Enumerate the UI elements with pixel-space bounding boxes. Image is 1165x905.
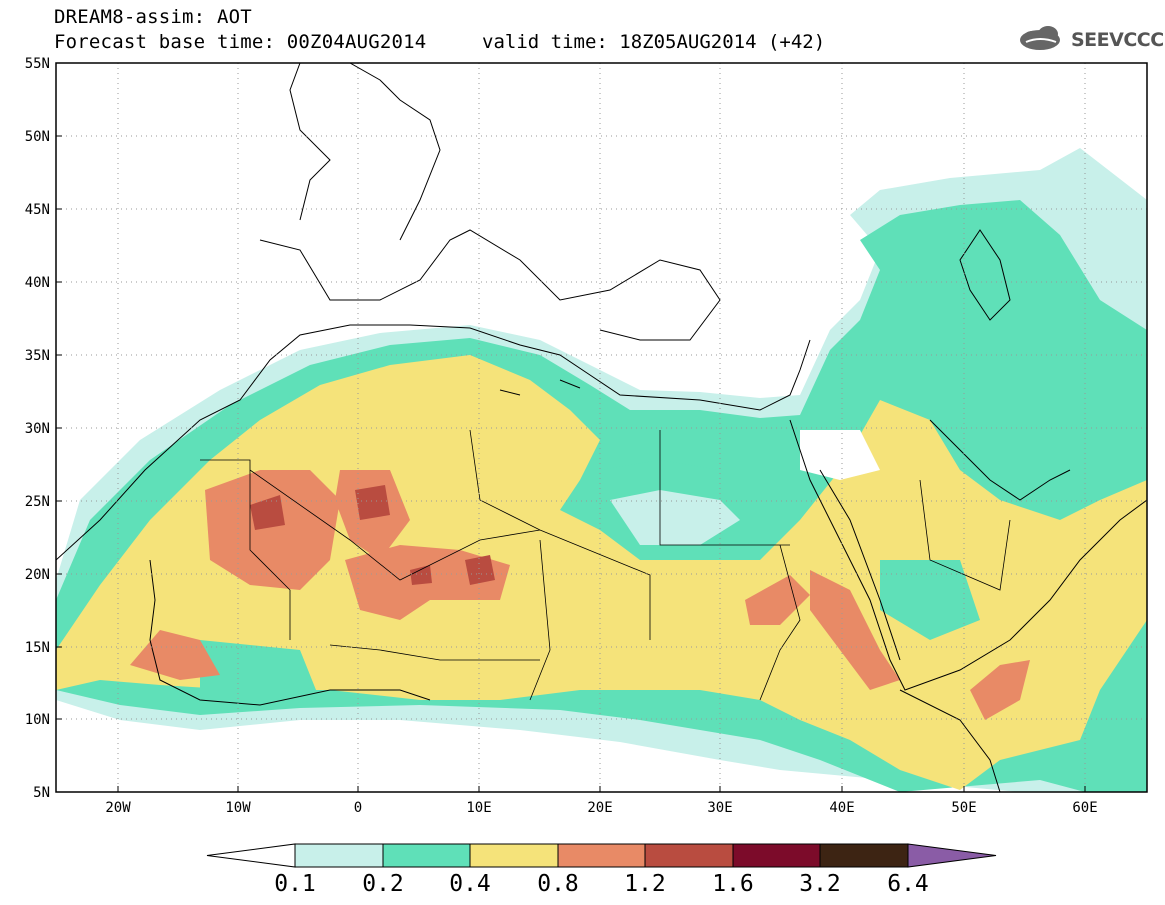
y-tick-label: 20N xyxy=(25,567,50,583)
colorbar-label: 3.2 xyxy=(799,871,841,897)
coastlines xyxy=(56,63,1147,792)
x-tick-label: 0 xyxy=(354,800,362,816)
x-tick-label: 40E xyxy=(829,800,854,816)
colorbar-label: 1.2 xyxy=(624,871,666,897)
colorbar-under-triangle xyxy=(206,843,296,868)
x-tick-label: 10W xyxy=(225,800,251,816)
aot-band-1.2b xyxy=(355,485,390,520)
x-axis: 20W 10W 0 10E 20E 30E 40E 50E 60E xyxy=(105,786,1098,816)
colorbar-label: 0.1 xyxy=(274,871,316,897)
aot-band-0.8g xyxy=(970,660,1030,720)
forecast-base-time: Forecast base time: 00Z04AUG2014 xyxy=(54,31,427,53)
aot-band-1.2c xyxy=(465,555,495,585)
colorbar-swatch xyxy=(294,843,384,868)
aot-field xyxy=(56,148,1147,792)
aot-patch-0.2b xyxy=(200,640,320,710)
aot-band-0.8e xyxy=(745,575,810,625)
y-tick-label: 30N xyxy=(25,421,50,437)
map-title: DREAM8-assim: AOT xyxy=(54,6,252,28)
country-borders xyxy=(200,429,1011,701)
x-tick-label: 20W xyxy=(105,800,131,816)
x-tick-label: 30E xyxy=(707,800,732,816)
aot-band-0.8d xyxy=(810,570,900,690)
x-tick-label: 60E xyxy=(1072,800,1097,816)
aot-band-0.8a xyxy=(205,470,340,590)
colorbar-swatch xyxy=(557,843,647,868)
colorbar-label: 0.4 xyxy=(449,871,491,897)
aot-patch-0.1b xyxy=(800,430,880,480)
logo-text: SEEVCCC xyxy=(1071,29,1164,51)
cloud-logo-icon xyxy=(1020,26,1060,50)
colorbar-swatch xyxy=(382,843,472,868)
y-tick-label: 5N xyxy=(33,785,50,801)
colorbar-swatch xyxy=(732,843,822,868)
aot-band-0.8f xyxy=(130,630,220,680)
colorbar-swatch xyxy=(469,843,559,868)
aot-band-1.2a xyxy=(250,495,285,530)
x-tick-label: 20E xyxy=(587,800,612,816)
y-axis: 55N 50N 45N 40N 35N 30N 25N 20N 15N 10N 5N xyxy=(25,56,62,801)
y-tick-label: 10N xyxy=(25,712,50,728)
x-tick-label: 50E xyxy=(951,800,976,816)
colorbar-over-triangle xyxy=(907,843,997,868)
colorbar-label: 6.4 xyxy=(887,871,929,897)
y-tick-label: 45N xyxy=(25,202,50,218)
colorbar-swatch xyxy=(819,843,909,868)
y-tick-label: 15N xyxy=(25,640,50,656)
colorbar-label: 0.8 xyxy=(537,871,579,897)
y-tick-label: 25N xyxy=(25,494,50,510)
valid-time: valid time: 18Z05AUG2014 (+42) xyxy=(482,31,826,53)
aot-patch-0.2c xyxy=(880,560,980,640)
colorbar-label: 0.2 xyxy=(362,871,404,897)
y-tick-label: 40N xyxy=(25,275,50,291)
y-tick-label: 55N xyxy=(25,56,50,72)
y-tick-label: 35N xyxy=(25,348,50,364)
x-tick-label: 10E xyxy=(466,800,491,816)
aot-band-1.2d xyxy=(410,565,432,585)
colorbar-label: 1.6 xyxy=(712,871,754,897)
aot-patch-0.1 xyxy=(610,490,740,545)
graticule xyxy=(56,63,1147,792)
y-tick-label: 50N xyxy=(25,129,50,145)
colorbar-swatch xyxy=(644,843,734,868)
